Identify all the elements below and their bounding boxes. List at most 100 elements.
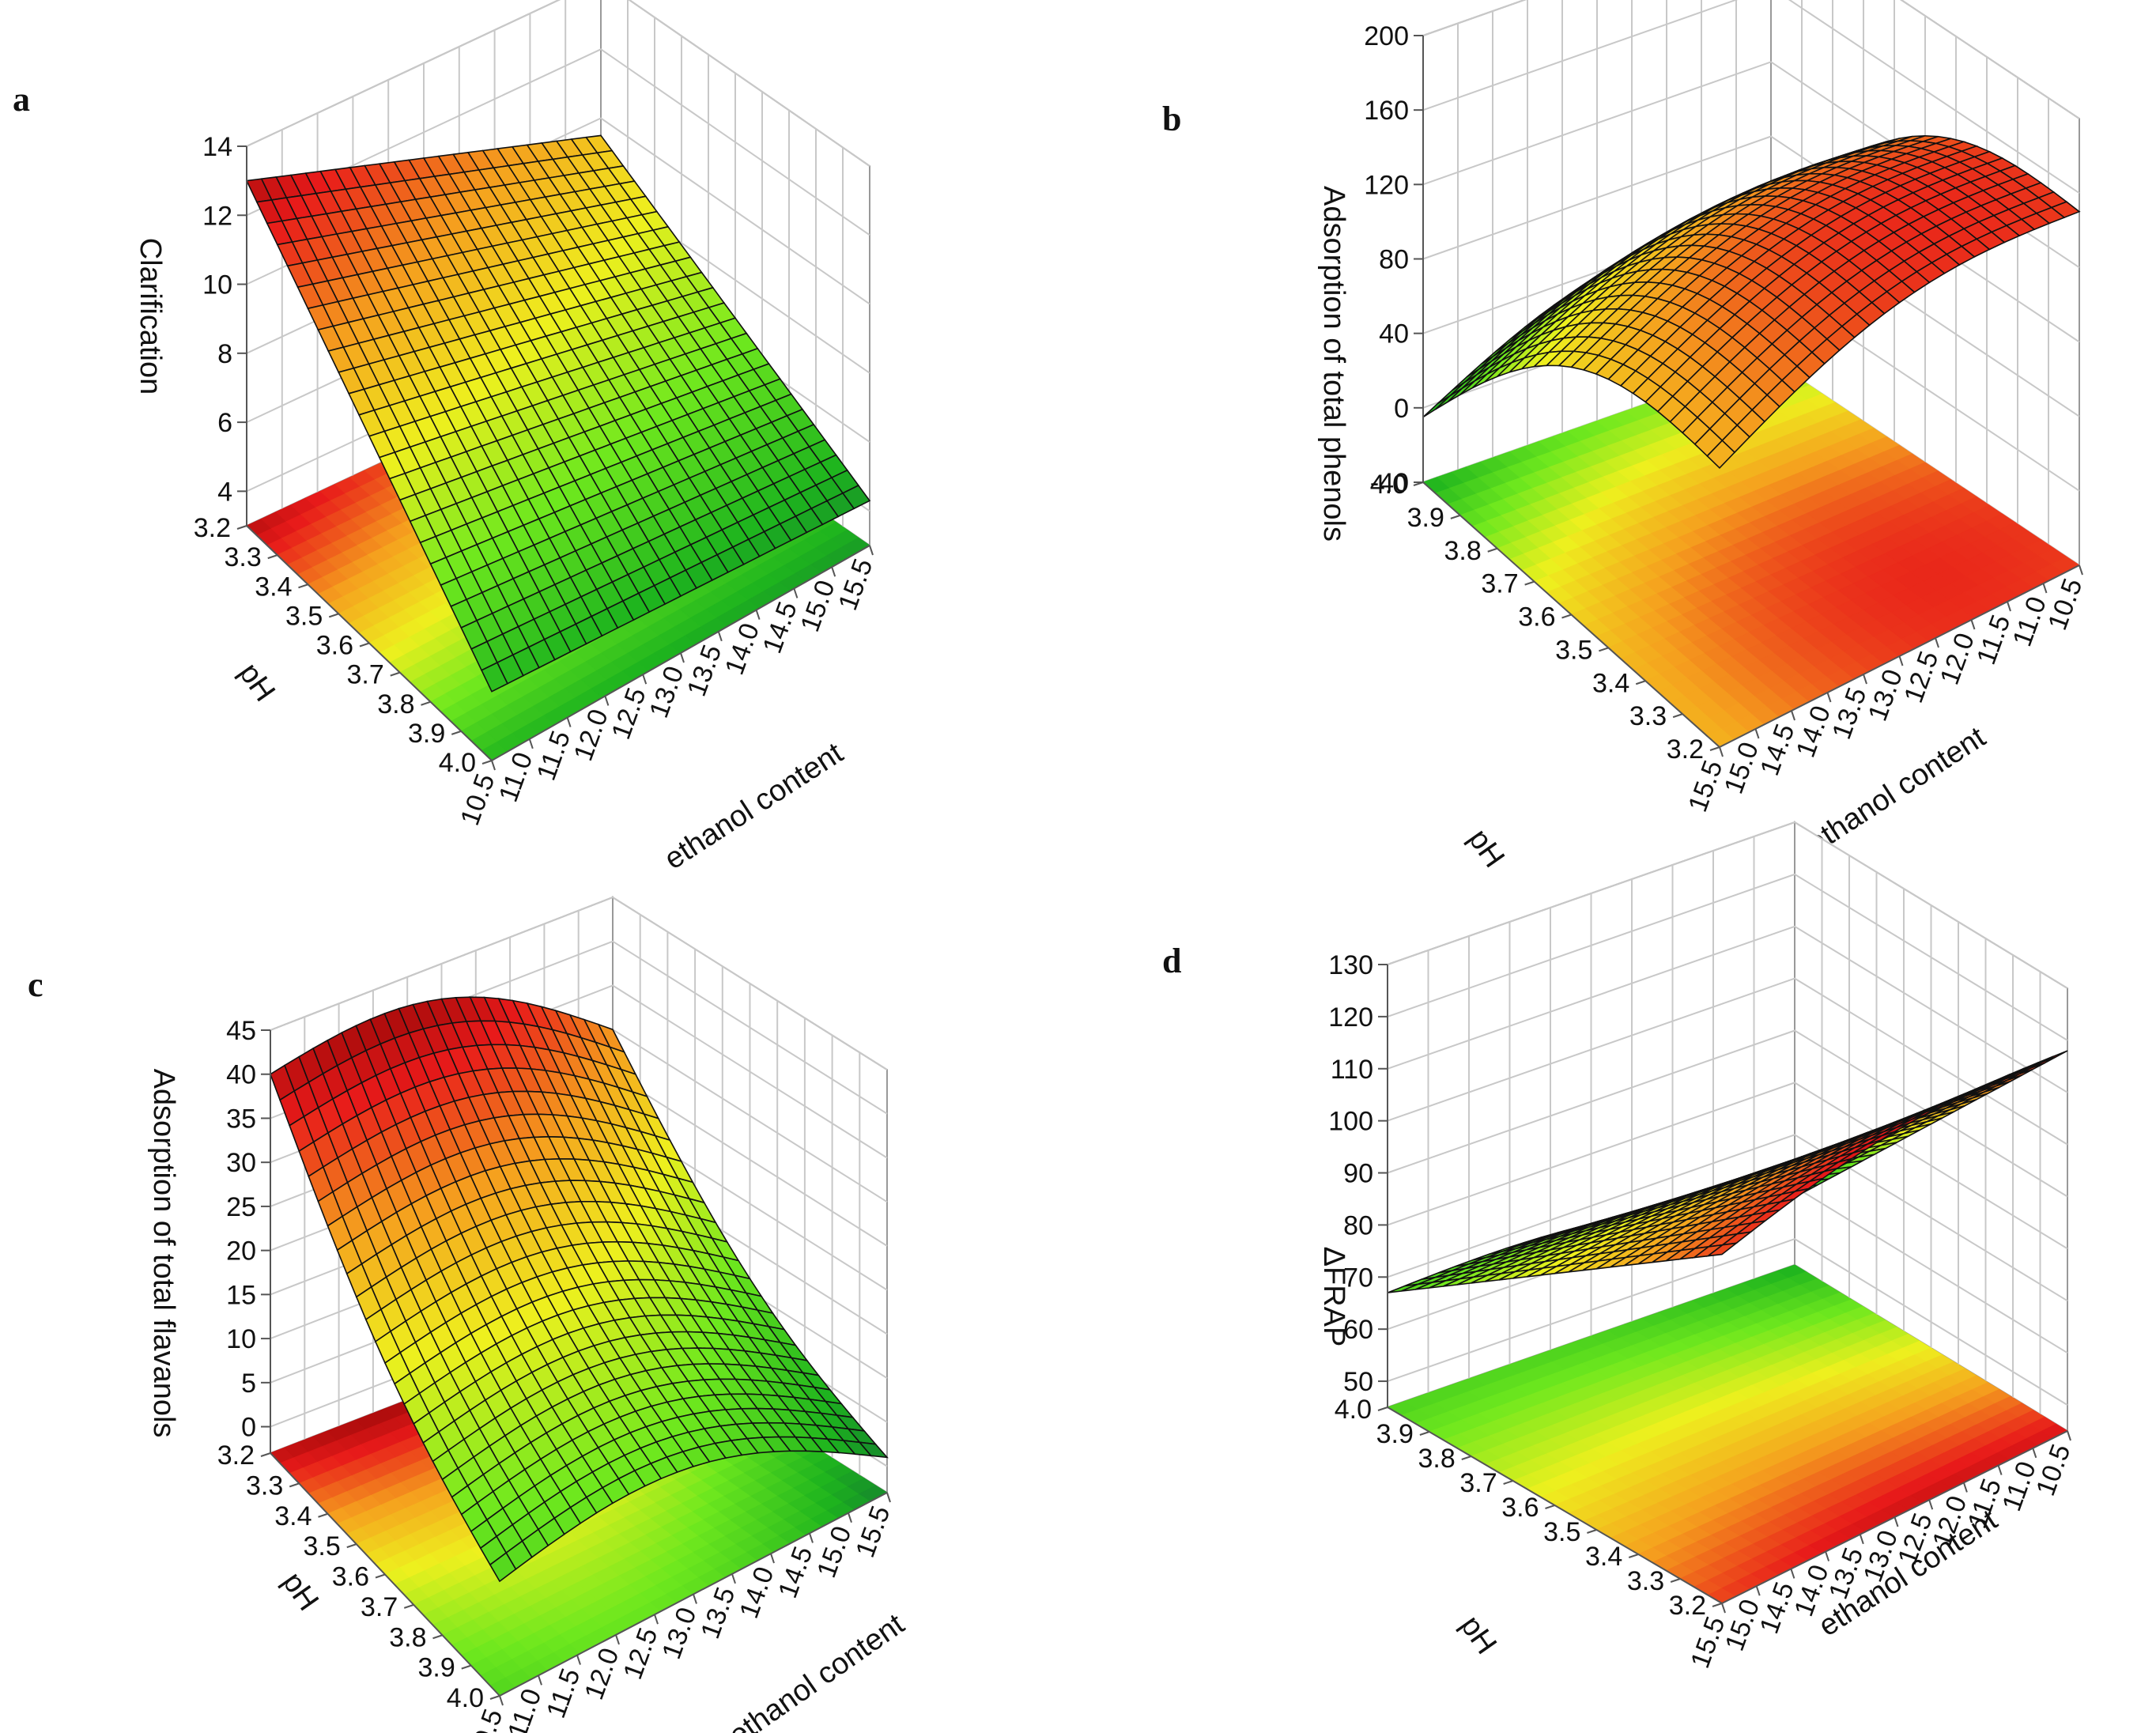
x-tick — [848, 1512, 852, 1523]
z-tick-label: 15 — [226, 1280, 256, 1310]
z-tick-label: 5 — [241, 1369, 256, 1399]
y-tick — [318, 1512, 328, 1518]
x-tick — [731, 1573, 736, 1584]
y-tick-label: 3.9 — [1407, 503, 1444, 533]
panel-d: d5060708090100110120130ΔFRAP4.03.93.83.7… — [1162, 821, 2077, 1672]
x-tick-label: 11.0 — [493, 749, 538, 806]
surface-cell — [481, 662, 508, 693]
x-tick-label: 13.5 — [682, 641, 727, 700]
z-tick-label: 10 — [202, 270, 232, 300]
y-tick-label: 3.8 — [1444, 536, 1481, 566]
x-tick — [1754, 728, 1760, 739]
x-tick-label: 12.5 — [606, 684, 651, 743]
y-tick — [359, 642, 370, 648]
x-tick — [576, 1655, 581, 1665]
x-tick — [1997, 1465, 2003, 1475]
y-tick-label: 3.2 — [1669, 1591, 1706, 1621]
z-tick-label: 10 — [226, 1324, 256, 1354]
y-tick — [260, 1452, 271, 1457]
x-tick — [1790, 1569, 1795, 1579]
z-tick-label: 80 — [1343, 1210, 1373, 1240]
x-tick — [2067, 1430, 2071, 1441]
z-tick-label: 90 — [1343, 1159, 1373, 1189]
y-tick-label: 3.5 — [1555, 635, 1592, 665]
panel-label: a — [13, 80, 30, 119]
z-axis-title: Adsorption of total flavanols — [147, 1069, 180, 1438]
z-tick-label: 35 — [226, 1104, 256, 1134]
x-tick-label: 14.0 — [719, 619, 765, 678]
y-axis: 3.23.33.43.53.63.73.83.94.0 — [194, 513, 493, 778]
y-tick — [1503, 1480, 1513, 1485]
z-gridline — [246, 0, 870, 167]
x-tick — [1721, 1603, 1726, 1614]
panel-label: d — [1162, 942, 1181, 980]
y-tick-label: 3.3 — [1629, 701, 1667, 731]
y-tick — [451, 730, 462, 735]
y-tick — [1599, 647, 1609, 652]
surface — [245, 134, 871, 693]
y-tick-label: 3.4 — [1592, 668, 1629, 698]
y-tick — [1628, 1554, 1639, 1558]
z-tick-label: 200 — [1364, 21, 1409, 51]
y-tick — [432, 1634, 443, 1640]
x-tick-label: 10.5 — [2030, 1440, 2076, 1500]
y-tick — [1545, 1505, 1555, 1509]
z-tick-label: 4 — [217, 477, 232, 507]
y-tick — [289, 1482, 300, 1488]
x-tick — [642, 674, 648, 685]
y-tick — [1709, 746, 1720, 751]
z-tick-label: 100 — [1328, 1107, 1373, 1137]
z-tick-label: 20 — [226, 1237, 256, 1267]
y-tick — [1670, 1578, 1681, 1583]
y-axis-title: pH — [232, 657, 281, 708]
y-tick — [267, 554, 278, 560]
x-axis-title: ethanol content — [659, 736, 849, 876]
y-tick-label: 4.0 — [1370, 470, 1407, 500]
x-tick — [499, 1695, 504, 1706]
y-axis-title: pH — [276, 1566, 325, 1617]
x-tick — [2007, 601, 2011, 612]
y-tick — [236, 525, 247, 530]
x-tick-label: 15.0 — [795, 576, 840, 636]
panel-label: c — [28, 965, 43, 1004]
x-tick-label: 10.5 — [455, 770, 500, 829]
y-tick — [346, 1543, 357, 1549]
z-tick-label: 0 — [1394, 394, 1409, 424]
y-tick-label: 3.6 — [332, 1562, 369, 1592]
y-tick — [1712, 1603, 1723, 1607]
y-tick-label: 3.4 — [1585, 1542, 1622, 1572]
y-tick-label: 3.8 — [377, 689, 414, 719]
z-tick-label: 14 — [202, 132, 232, 162]
z-gridline — [246, 48, 870, 236]
x-tick — [717, 631, 723, 642]
y-tick-label: 4.0 — [439, 748, 476, 778]
z-tick-label: 110 — [1331, 1055, 1373, 1085]
x-tick — [693, 1594, 697, 1604]
z-axis-title: ΔFRAP — [1317, 1247, 1350, 1347]
x-tick — [1826, 692, 1832, 703]
y-tick-label: 3.8 — [389, 1622, 426, 1652]
y-tick — [489, 1695, 500, 1700]
y-tick-label: 3.8 — [1418, 1444, 1455, 1474]
x-tick-label: 14.5 — [757, 598, 803, 657]
x-tick — [604, 696, 610, 706]
y-tick — [1487, 547, 1498, 553]
x-tick-label: 13.0 — [644, 663, 689, 722]
y-tick-label: 3.9 — [408, 719, 445, 749]
x-tick — [869, 545, 874, 556]
y-tick-label: 3.7 — [361, 1592, 398, 1622]
y-tick — [1524, 580, 1535, 586]
z-tick-label: 120 — [1328, 1002, 1373, 1033]
y-tick-label: 3.3 — [224, 542, 261, 572]
x-tick — [793, 588, 799, 598]
y-tick-label: 3.6 — [316, 631, 353, 661]
x-tick-label: 12.0 — [568, 705, 614, 765]
x-tick — [2079, 564, 2083, 576]
y-tick — [1587, 1529, 1597, 1534]
y-tick-label: 4.0 — [1335, 1395, 1372, 1425]
y-tick — [421, 700, 431, 706]
x-tick — [1863, 674, 1867, 685]
